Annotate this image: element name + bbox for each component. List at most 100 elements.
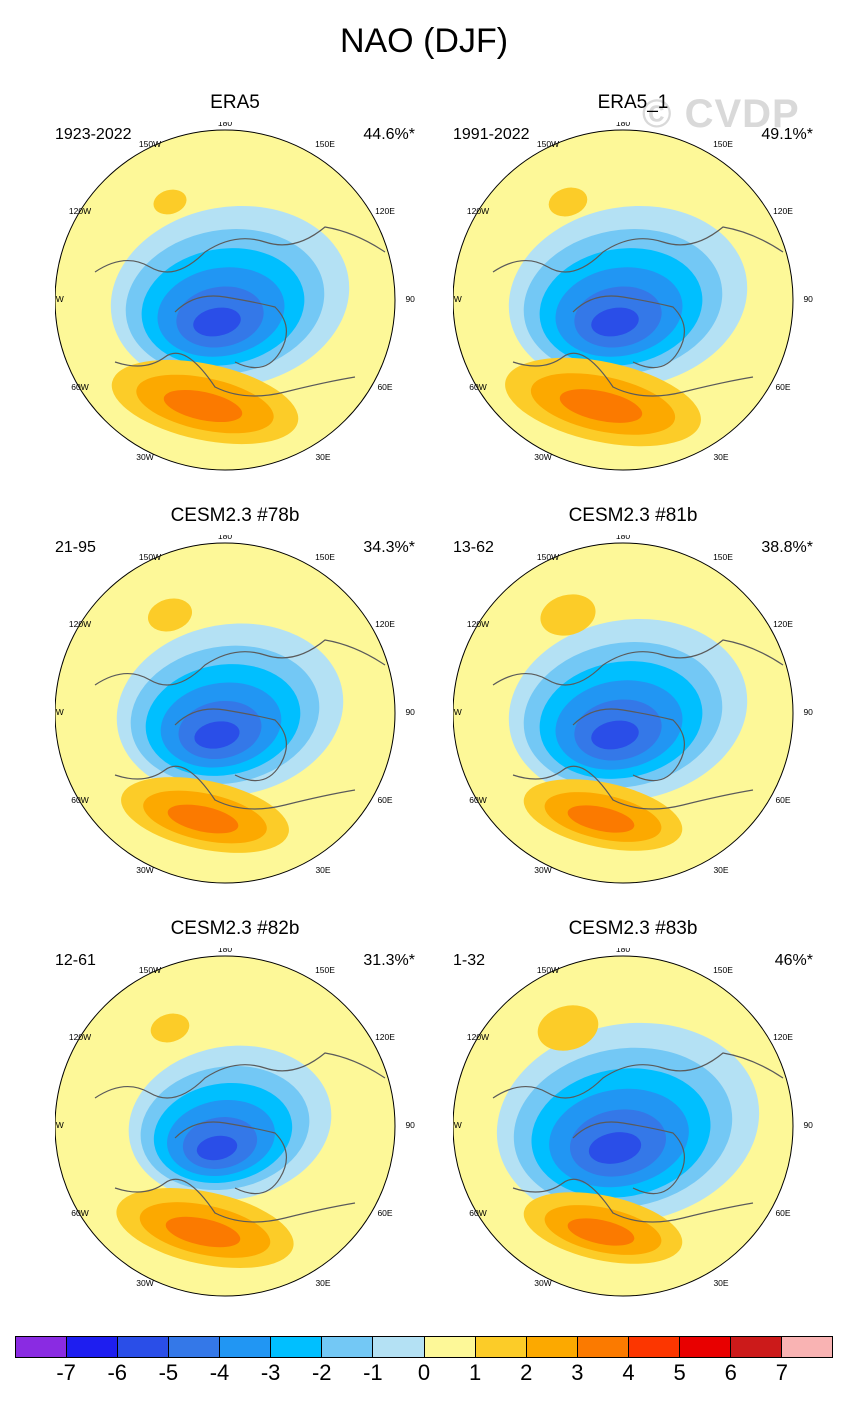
contour-pos-pacific bbox=[153, 189, 187, 215]
colorbar-segment bbox=[424, 1337, 476, 1357]
map-boundary bbox=[55, 955, 396, 1297]
map-boundary bbox=[55, 542, 396, 884]
longitude-label: 60E bbox=[775, 795, 790, 805]
longitude-label: 60E bbox=[377, 795, 392, 805]
colorbar-tick-label: -4 bbox=[209, 1360, 230, 1385]
longitude-label: 180 bbox=[616, 535, 630, 541]
contour-pos-4 bbox=[567, 1218, 635, 1246]
longitude-label: 60E bbox=[377, 382, 392, 392]
longitude-label: 150W bbox=[537, 965, 559, 975]
longitude-label: 120E bbox=[773, 206, 793, 216]
cvdp-watermark: © CVDP bbox=[642, 92, 800, 136]
longitude-label: 0 bbox=[621, 470, 626, 472]
longitude-label: 150W bbox=[537, 139, 559, 149]
longitude-label: 120E bbox=[773, 1032, 793, 1042]
longitude-label: 60W bbox=[71, 382, 88, 392]
panel-variance-pct: 38.8%* bbox=[761, 539, 813, 556]
longitude-label: 150W bbox=[139, 552, 161, 562]
longitude-label: 180 bbox=[218, 948, 232, 954]
colorbar-tick-label: 1 bbox=[469, 1360, 482, 1385]
longitude-label: 90W bbox=[55, 1120, 64, 1130]
longitude-label: 60W bbox=[469, 382, 486, 392]
longitude-label: 30E bbox=[713, 865, 728, 875]
colorbar-segment bbox=[628, 1337, 680, 1357]
colorbar-tick-label: -6 bbox=[107, 1360, 128, 1385]
panel-title: CESM2.3 #81b bbox=[568, 505, 698, 526]
colorbar-segment bbox=[577, 1337, 629, 1357]
longitude-label: 60W bbox=[71, 1208, 88, 1218]
longitude-label: 0 bbox=[223, 470, 228, 472]
longitude-label: 180 bbox=[616, 122, 630, 128]
panel-years: 1923-2022 bbox=[55, 126, 132, 143]
longitude-label: 0 bbox=[223, 1296, 228, 1298]
longitude-label: 120E bbox=[375, 1032, 395, 1042]
colorbar-tick-label: 7 bbox=[775, 1360, 788, 1385]
polar-map: 180 150W 150E 120W 120E 90W 90E 60W 60E 30W 30E 0 bbox=[453, 948, 813, 1298]
longitude-label: 150E bbox=[315, 552, 335, 562]
colorbar-tick-label: 2 bbox=[520, 1360, 533, 1385]
longitude-label: 150E bbox=[315, 139, 335, 149]
longitude-label: 30W bbox=[136, 865, 153, 875]
colorbar-tick-label: 0 bbox=[417, 1360, 431, 1385]
colorbar-tick-label: -5 bbox=[158, 1360, 179, 1385]
longitude-label: 90W bbox=[453, 1120, 462, 1130]
polar-map: 180 150W 150E 120W 120E 90W 90E 60W 60E 30W 30E 0 bbox=[55, 122, 415, 472]
colorbar-tick-label: 3 bbox=[571, 1360, 584, 1385]
longitude-label: 120E bbox=[375, 619, 395, 629]
longitude-label: 150W bbox=[139, 139, 161, 149]
longitude-label: 30W bbox=[534, 1278, 551, 1288]
map-panel: ERA5_1 1991-2022 49.1%* 180 150W 150E 120W 120E… bbox=[453, 92, 813, 482]
panel-title: ERA5 bbox=[210, 92, 260, 113]
polar-map: 180 150W 150E 120W 120E 90W 90E 60W 60E 30W 30E 0 bbox=[55, 948, 415, 1298]
longitude-label: 120W bbox=[69, 206, 91, 216]
panel-variance-pct: 44.6%* bbox=[363, 126, 415, 143]
longitude-label: 120W bbox=[467, 206, 489, 216]
longitude-label: 30W bbox=[534, 865, 551, 875]
contour-neg-6 bbox=[194, 721, 240, 749]
colorbar-segment bbox=[373, 1337, 425, 1357]
panel-title: CESM2.3 #82b bbox=[170, 918, 300, 939]
contour-pos-pacific bbox=[548, 187, 588, 217]
map-panel: CESM2.3 #82b 12-61 31.3%* 180 150W 150E 120W 12… bbox=[55, 918, 415, 1308]
longitude-label: 60E bbox=[775, 382, 790, 392]
longitude-label: 30W bbox=[534, 452, 551, 462]
longitude-label: 180 bbox=[218, 535, 232, 541]
longitude-label: 120E bbox=[375, 206, 395, 216]
map-boundary bbox=[453, 955, 794, 1297]
longitude-label: 120W bbox=[69, 1032, 91, 1042]
contour-pos-pacific bbox=[540, 594, 596, 636]
longitude-label: 120W bbox=[467, 1032, 489, 1042]
longitude-label: 60E bbox=[775, 1208, 790, 1218]
panel-years: 1-32 bbox=[453, 952, 486, 969]
contour-pos-4 bbox=[163, 389, 243, 423]
longitude-label: 120W bbox=[467, 619, 489, 629]
longitude-label: 150W bbox=[537, 552, 559, 562]
map-boundary bbox=[55, 129, 396, 471]
contour-neg-6 bbox=[196, 1135, 238, 1161]
coastlines bbox=[94, 226, 386, 397]
colorbar-segment bbox=[16, 1337, 68, 1357]
contour-pos-4 bbox=[567, 805, 635, 833]
longitude-label: 180 bbox=[218, 122, 232, 128]
coastlines bbox=[492, 226, 784, 397]
longitude-label: 0 bbox=[223, 883, 228, 885]
contour-neg-6 bbox=[591, 720, 639, 750]
colorbar-segment bbox=[169, 1337, 221, 1357]
contour-pos-pacific bbox=[150, 1013, 190, 1043]
longitude-label: 90E bbox=[803, 707, 813, 717]
contour-pos-4 bbox=[559, 389, 643, 423]
map-boundary bbox=[453, 129, 794, 471]
longitude-label: 30E bbox=[315, 452, 330, 462]
panel-title: CESM2.3 #78b bbox=[170, 505, 300, 526]
colorbar-tick-label: -7 bbox=[56, 1360, 76, 1385]
longitude-label: 150W bbox=[139, 965, 161, 975]
panel-years: 13-62 bbox=[453, 539, 494, 556]
contour-pos-pacific bbox=[537, 1005, 599, 1051]
longitude-label: 30E bbox=[713, 1278, 728, 1288]
panel-years: 1991-2022 bbox=[453, 126, 530, 143]
contour-pos-4 bbox=[165, 1216, 241, 1248]
longitude-label: 180 bbox=[616, 948, 630, 954]
longitude-label: 90W bbox=[453, 707, 462, 717]
longitude-label: 30W bbox=[136, 452, 153, 462]
map-boundary bbox=[453, 542, 794, 884]
